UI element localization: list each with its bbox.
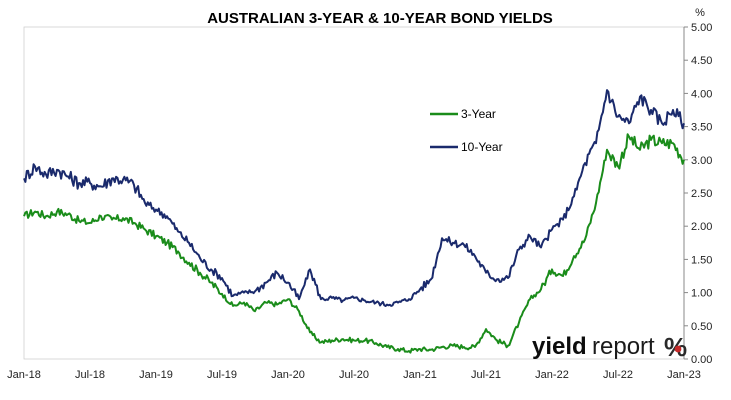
x-tick-label: Jul-19	[207, 369, 237, 381]
x-tick-label: Jul-18	[75, 369, 105, 381]
y-tick-label: 1.50	[691, 254, 712, 266]
y-tick-label: 3.50	[691, 122, 712, 134]
series-line-10-year	[23, 89, 685, 307]
x-tick-label: Jan-18	[7, 369, 41, 381]
x-axis-ticks: Jan-18 Jul-18 Jan-19 Jul-19 Jan-20 Jul-20 Jan-…	[7, 369, 701, 381]
plot-frame	[23, 26, 685, 360]
x-tick-label: Jan-22	[535, 369, 569, 381]
x-tick-label: Jan-19	[139, 369, 173, 381]
y-tick-label: 5.00	[691, 22, 712, 34]
y-axis-unit-label: %	[695, 7, 705, 19]
legend: 3-Year 10-Year	[430, 107, 503, 154]
y-tick-label: 4.50	[691, 55, 712, 67]
logo-text-yield: yield	[532, 333, 587, 360]
y-tick-label: 3.00	[691, 155, 712, 167]
series-layer	[23, 89, 685, 354]
x-tick-label: Jan-23	[667, 369, 701, 381]
x-tick-label: Jan-20	[271, 369, 305, 381]
series-line-3-year	[23, 133, 685, 354]
y-tick-label: 0.50	[691, 321, 712, 333]
x-tick-label: Jan-21	[403, 369, 437, 381]
legend-label: 10-Year	[461, 140, 503, 154]
y-tick-label: 1.00	[691, 288, 712, 300]
logo-text-report: report	[592, 333, 655, 360]
y-tick-label: 2.50	[691, 188, 712, 200]
x-tick-label: Jul-21	[471, 369, 501, 381]
y-tick-label: 4.00	[691, 88, 712, 100]
y-tick-label: 0.00	[691, 354, 712, 366]
yieldreport-logo: yield report %	[532, 332, 687, 362]
chart-title: AUSTRALIAN 3-YEAR & 10-YEAR BOND YIELDS	[207, 10, 553, 27]
x-tick-label: Jul-22	[603, 369, 633, 381]
y-tick-label: 2.00	[691, 221, 712, 233]
legend-label: 3-Year	[461, 107, 496, 121]
logo-red-dot-icon	[674, 345, 682, 353]
y-axis-ticks: 0.00 0.50 1.00 1.50 2.00 2.50 3.00 3.50 4.00 4.50…	[684, 22, 712, 366]
x-tick-label: Jul-20	[339, 369, 369, 381]
